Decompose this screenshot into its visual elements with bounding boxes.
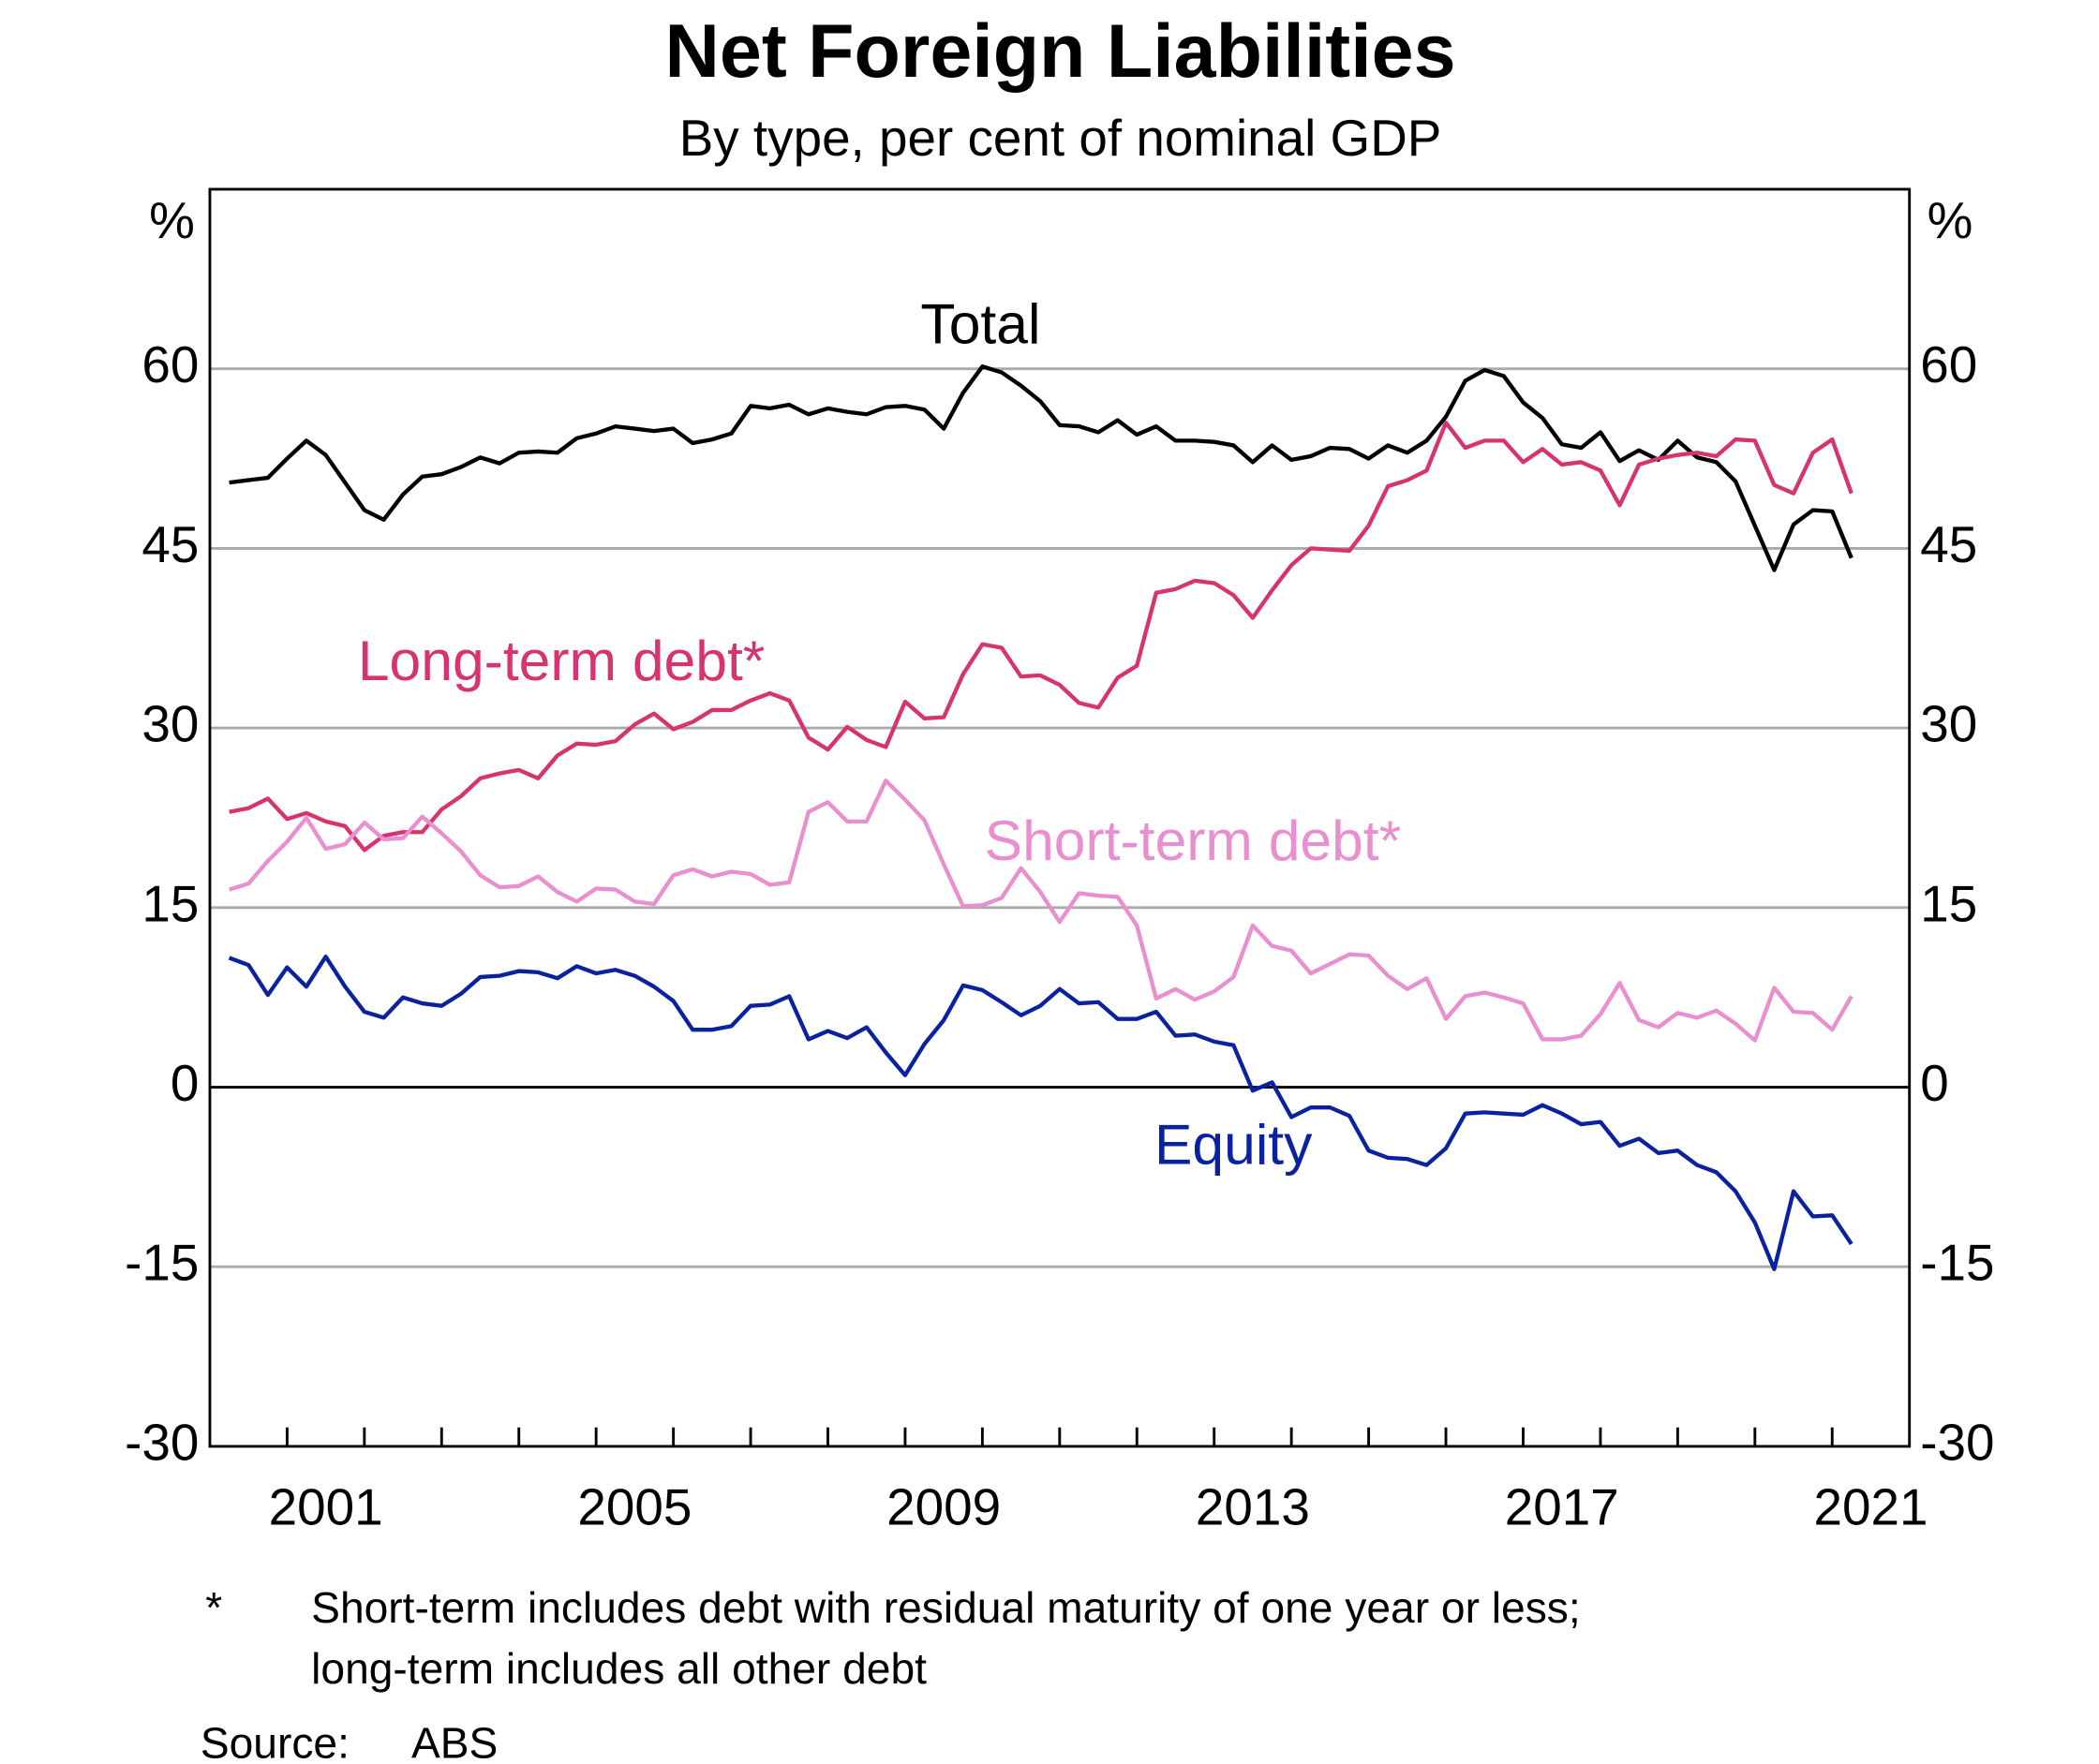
source: ABS <box>411 1718 498 1764</box>
x-tick-label: 2009 <box>886 1478 1001 1536</box>
series-line <box>228 778 1853 1043</box>
x-tick-label: 2001 <box>269 1478 383 1536</box>
x-tick-label: 2005 <box>577 1478 692 1536</box>
series-label: Equity <box>1154 1112 1313 1176</box>
series-label: Long-term debt* <box>358 629 766 692</box>
y-tick-label: -15 <box>125 1234 199 1292</box>
y-tick-label: 60 <box>1920 335 1977 393</box>
y-tick-label: -15 <box>1920 1234 1994 1292</box>
y-tick-label: 45 <box>141 515 199 573</box>
series-line <box>229 364 1853 572</box>
y-tick-label: 45 <box>1920 515 1977 573</box>
x-tick-label: 2017 <box>1505 1478 1619 1536</box>
series-label: Short-term debt* <box>985 808 1402 872</box>
plot-frame <box>208 187 1912 1448</box>
chart-subtitle: By type, per cent of nominal GDP <box>679 109 1442 167</box>
y-tick-label: 15 <box>141 874 199 932</box>
series-line <box>229 421 1853 852</box>
series-line <box>228 954 1853 1271</box>
y-tick-label: -30 <box>1920 1413 1994 1471</box>
y-unit-right: % <box>1928 191 1973 249</box>
footnote-marker: * <box>205 1583 222 1632</box>
footnote-line: long-term includes all other debt <box>311 1644 927 1693</box>
footnote-line: Short-term includes debt with residual m… <box>311 1583 1581 1632</box>
x-tick-label: 2013 <box>1196 1478 1310 1536</box>
source-label: Source: <box>201 1718 350 1764</box>
y-tick-label: 60 <box>141 335 199 393</box>
y-tick-label: 15 <box>1920 874 1977 932</box>
y-tick-label: 0 <box>171 1054 200 1112</box>
y-unit-left: % <box>149 191 195 249</box>
y-tick-label: 0 <box>1920 1054 1949 1112</box>
x-tick-label: 2021 <box>1813 1478 1928 1536</box>
chart-title: Net Foreign Liabilities <box>665 9 1456 94</box>
y-tick-label: 30 <box>141 695 199 753</box>
y-tick-label: 30 <box>1920 695 1977 753</box>
series-label: Total <box>920 292 1040 356</box>
y-tick-label: -30 <box>125 1413 199 1471</box>
